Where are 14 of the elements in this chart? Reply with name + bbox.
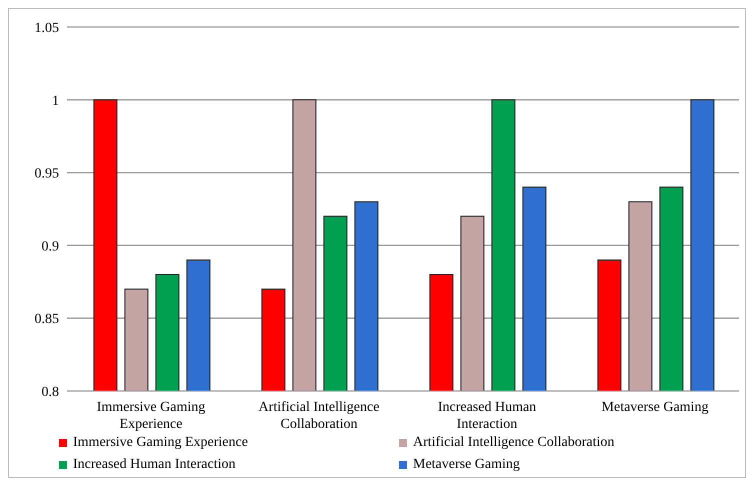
legend-label: Increased Human Interaction (73, 457, 236, 473)
y-tick-label: 0.95 (34, 166, 59, 182)
x-tick-label: Increased Human Interaction (438, 400, 536, 432)
legend-label: Artificial Intelligence Collaboration (413, 435, 614, 451)
x-tick-label: Artificial Intelligence Collaboration (258, 400, 380, 432)
legend-label: Metaverse Gaming (413, 457, 520, 473)
x-tick-label: Metaverse Gaming (602, 400, 708, 415)
y-tick-label: 1 (52, 94, 59, 109)
y-tick-label: 0.8 (42, 384, 59, 400)
y-tick-label: 1.05 (34, 20, 59, 36)
x-tick-label: Immersive Gaming Experience (96, 400, 206, 432)
legend-label: Immersive Gaming Experience (73, 435, 248, 451)
y-tick-label: 0.85 (34, 312, 59, 328)
y-tick-label: 0.9 (42, 239, 59, 254)
